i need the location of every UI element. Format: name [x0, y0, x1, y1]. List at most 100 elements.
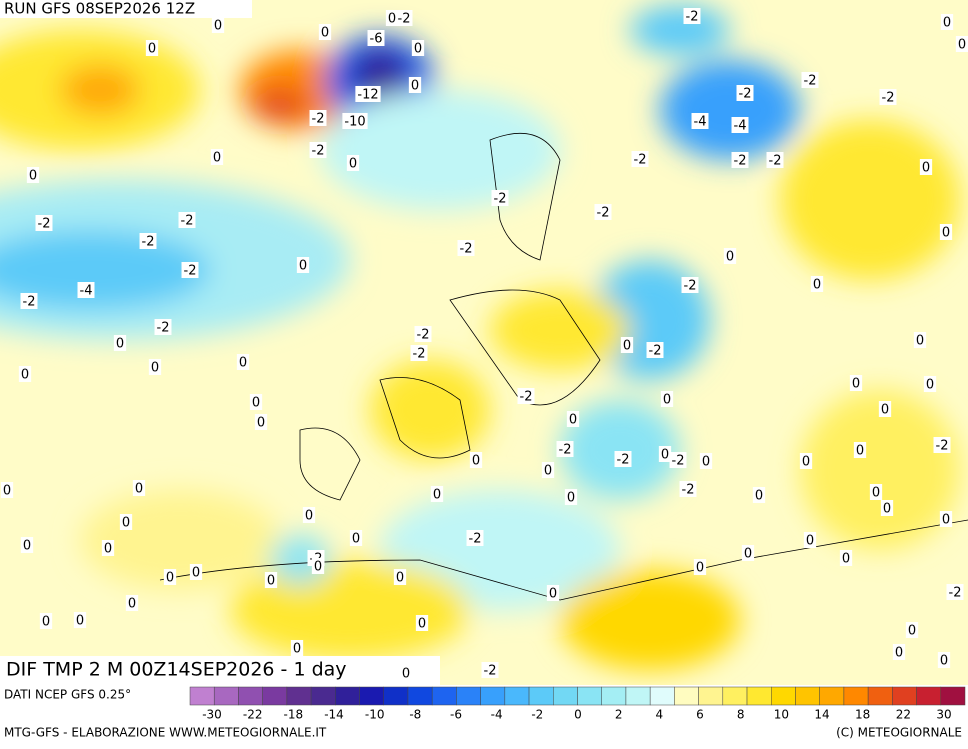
contour-label: 0	[726, 250, 734, 265]
contour-label: 0	[299, 259, 307, 274]
contour-label: 0	[696, 561, 704, 576]
label-bg	[660, 391, 674, 407]
label-bg	[26, 167, 40, 183]
contour-label: 0	[388, 12, 396, 27]
label-bg	[346, 155, 360, 171]
contour-label: 0	[252, 396, 260, 411]
label-bg	[939, 224, 953, 240]
contour-label: 0	[569, 413, 577, 428]
contour-label: -2	[494, 192, 507, 207]
colorbar-tick-label: 2	[615, 708, 623, 722]
color-swatch	[480, 686, 506, 706]
label-bg	[933, 437, 951, 453]
color-swatch	[771, 686, 796, 706]
color-swatch	[335, 686, 360, 706]
label-bg	[766, 152, 784, 168]
label-bg	[955, 36, 968, 52]
contour-label: -2	[682, 483, 695, 498]
contour-label: -2	[804, 74, 817, 89]
label-bg	[236, 354, 250, 370]
contour-label: 0	[21, 368, 29, 383]
label-bg	[741, 545, 755, 561]
contour-label: -2	[882, 91, 895, 106]
contour-label: -2	[460, 242, 473, 257]
label-bg	[481, 662, 499, 678]
colorbar-tick-label: 4	[656, 708, 664, 722]
contour-label: 0	[549, 587, 557, 602]
contour-label: -2	[617, 453, 630, 468]
contour-label: -10	[344, 115, 365, 130]
color-swatch	[795, 686, 820, 706]
contour-label: 0	[856, 444, 864, 459]
colorbar-tick-label: -8	[409, 708, 421, 722]
contour-label: -4	[694, 115, 707, 130]
label-bg	[469, 452, 483, 468]
contour-label: 0	[151, 361, 159, 376]
label-bg	[249, 394, 263, 410]
caption-box	[0, 656, 440, 685]
label-bg	[940, 14, 954, 30]
color-swatch	[746, 686, 772, 706]
label-bg	[415, 615, 429, 631]
contour-label: 0	[472, 454, 480, 469]
label-bg	[290, 640, 304, 656]
contour-label: -2	[184, 264, 197, 279]
contour-label: 0	[744, 547, 752, 562]
label-bg	[302, 507, 316, 523]
contour-label: 0	[116, 337, 124, 352]
label-bg	[905, 622, 919, 638]
contour-label: 0	[76, 614, 84, 629]
label-bg	[309, 142, 327, 158]
label-bg	[631, 151, 649, 167]
label-bg	[699, 453, 713, 469]
contour-label: -2	[672, 454, 685, 469]
label-bg	[355, 86, 381, 102]
contour-label: 0	[926, 378, 934, 393]
color-swatch	[407, 686, 433, 706]
contour-label: 0	[922, 161, 930, 176]
contour-label: 0	[702, 455, 710, 470]
colorbar-tick-label: -10	[365, 708, 385, 722]
color-swatch	[359, 686, 384, 706]
color-swatch	[674, 686, 699, 706]
label-bg	[125, 595, 139, 611]
label-bg	[939, 511, 953, 527]
contour-label: 0	[213, 151, 221, 166]
contour-label: 0	[128, 597, 136, 612]
label-bg	[163, 569, 177, 585]
contour-label: 0	[314, 560, 322, 575]
colorbar-tick-label: -22	[243, 708, 263, 722]
run-label: RUN GFS 08SEP2026 12Z	[4, 0, 195, 18]
label-bg	[566, 411, 580, 427]
colorbar-tick-label: 30	[936, 708, 951, 722]
contour-label: 0	[916, 334, 924, 349]
label-bg	[517, 388, 535, 404]
contour-label: 0	[842, 552, 850, 567]
label-bg	[410, 345, 428, 361]
color-swatch	[310, 686, 336, 706]
label-bg	[349, 530, 363, 546]
label-bg	[892, 644, 906, 660]
colorbar-tick-label: -6	[450, 708, 462, 722]
contour-label: 0	[544, 464, 552, 479]
color-swatch	[649, 686, 675, 706]
contour-label: 0	[942, 226, 950, 241]
label-bg	[752, 487, 766, 503]
color-swatch	[625, 686, 651, 706]
contour-label: -2	[38, 217, 51, 232]
contour-label: 0	[623, 339, 631, 354]
run-box	[0, 0, 252, 18]
label-bg	[395, 10, 413, 26]
label-bg	[810, 276, 824, 292]
label-bg	[457, 240, 475, 256]
label-bg	[594, 204, 612, 220]
contour-label: 0	[567, 491, 575, 506]
color-swatch	[456, 686, 481, 706]
contour-label: 0	[433, 488, 441, 503]
label-bg	[879, 89, 897, 105]
label-bg	[658, 446, 672, 462]
label-bg	[311, 558, 325, 574]
color-swatch	[843, 686, 869, 706]
color-swatch	[916, 686, 942, 706]
label-bg	[39, 613, 53, 629]
